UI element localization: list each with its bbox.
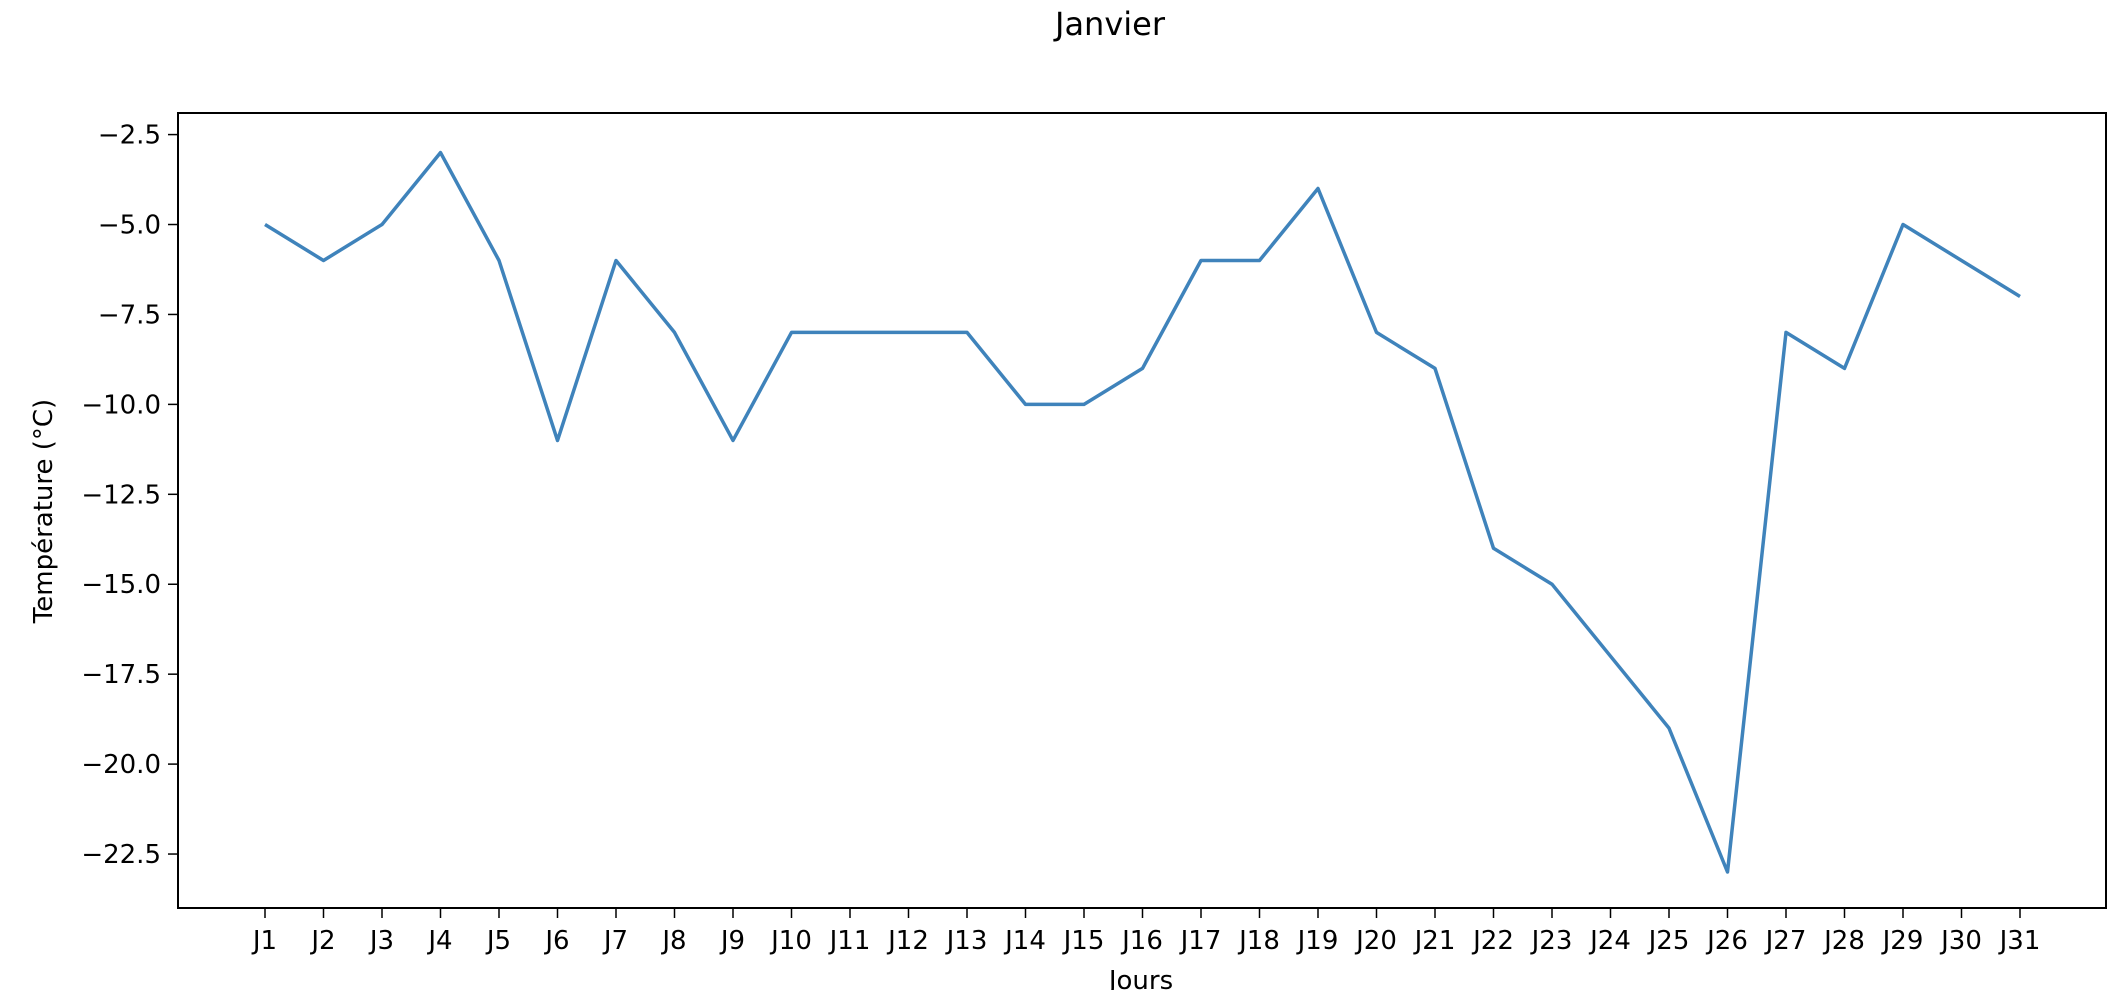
x-tick-label: J31: [1998, 926, 2041, 956]
y-tick-label: −20.0: [81, 750, 161, 780]
x-tick-label: J11: [828, 926, 871, 956]
x-tick-label: J22: [1471, 926, 1514, 956]
x-tick-label: J14: [1003, 926, 1046, 956]
y-tick-label: −15.0: [81, 570, 161, 600]
x-tick-label: J4: [426, 926, 452, 956]
x-tick-label: J21: [1413, 926, 1456, 956]
x-tick-label: J28: [1822, 926, 1865, 956]
x-tick-label: J26: [1705, 926, 1748, 956]
x-tick-label: J30: [1939, 926, 1982, 956]
x-tick-label: J27: [1764, 926, 1807, 956]
x-tick-label: J16: [1120, 926, 1163, 956]
x-tick-label: J8: [660, 926, 686, 956]
x-tick-label: J5: [485, 926, 511, 956]
x-tick-label: J17: [1179, 926, 1222, 956]
x-tick-label: J6: [543, 926, 569, 956]
x-tick-label: J2: [309, 926, 335, 956]
x-axis-ticks: J1 J2 J3 J4 J5 J6 J7 J8 J9 J10 J11 J12 J13 J14 J15 J16 J…: [251, 908, 2040, 956]
x-tick-label: J13: [945, 926, 988, 956]
x-axis-label: Jours: [1107, 966, 1173, 990]
y-tick-label: −17.5: [81, 660, 161, 690]
x-tick-label: J24: [1588, 926, 1631, 956]
y-tick-label: −12.5: [81, 480, 161, 510]
x-tick-label: J18: [1237, 926, 1280, 956]
x-tick-label: J7: [602, 926, 628, 956]
x-tick-label: J10: [769, 926, 812, 956]
series-line: [264, 150, 2021, 874]
x-tick-label: J23: [1530, 926, 1573, 956]
plot-frame: [177, 112, 2107, 909]
x-tick-label: J15: [1062, 926, 1105, 956]
y-axis-ticks: −22.5 −20.0 −17.5 −15.0 −12.5 −10.0 −7.5 −5.0 −2…: [81, 121, 178, 870]
x-tick-label: J1: [251, 926, 277, 956]
y-axis-label: Température (°C): [29, 399, 59, 624]
y-tick-label: −22.5: [81, 840, 161, 870]
x-tick-label: J20: [1354, 926, 1397, 956]
y-tick-label: −10.0: [81, 390, 161, 420]
x-tick-label: J25: [1647, 926, 1690, 956]
y-tick-label: −2.5: [98, 121, 161, 151]
y-tick-label: −5.0: [98, 211, 161, 241]
y-tick-label: −7.5: [98, 300, 161, 330]
x-tick-label: J12: [886, 926, 929, 956]
x-tick-label: J9: [719, 926, 745, 956]
x-tick-label: J3: [368, 926, 394, 956]
x-tick-label: J29: [1881, 926, 1924, 956]
chart-title: Janvier: [1053, 5, 1166, 43]
x-tick-label: J19: [1296, 926, 1339, 956]
